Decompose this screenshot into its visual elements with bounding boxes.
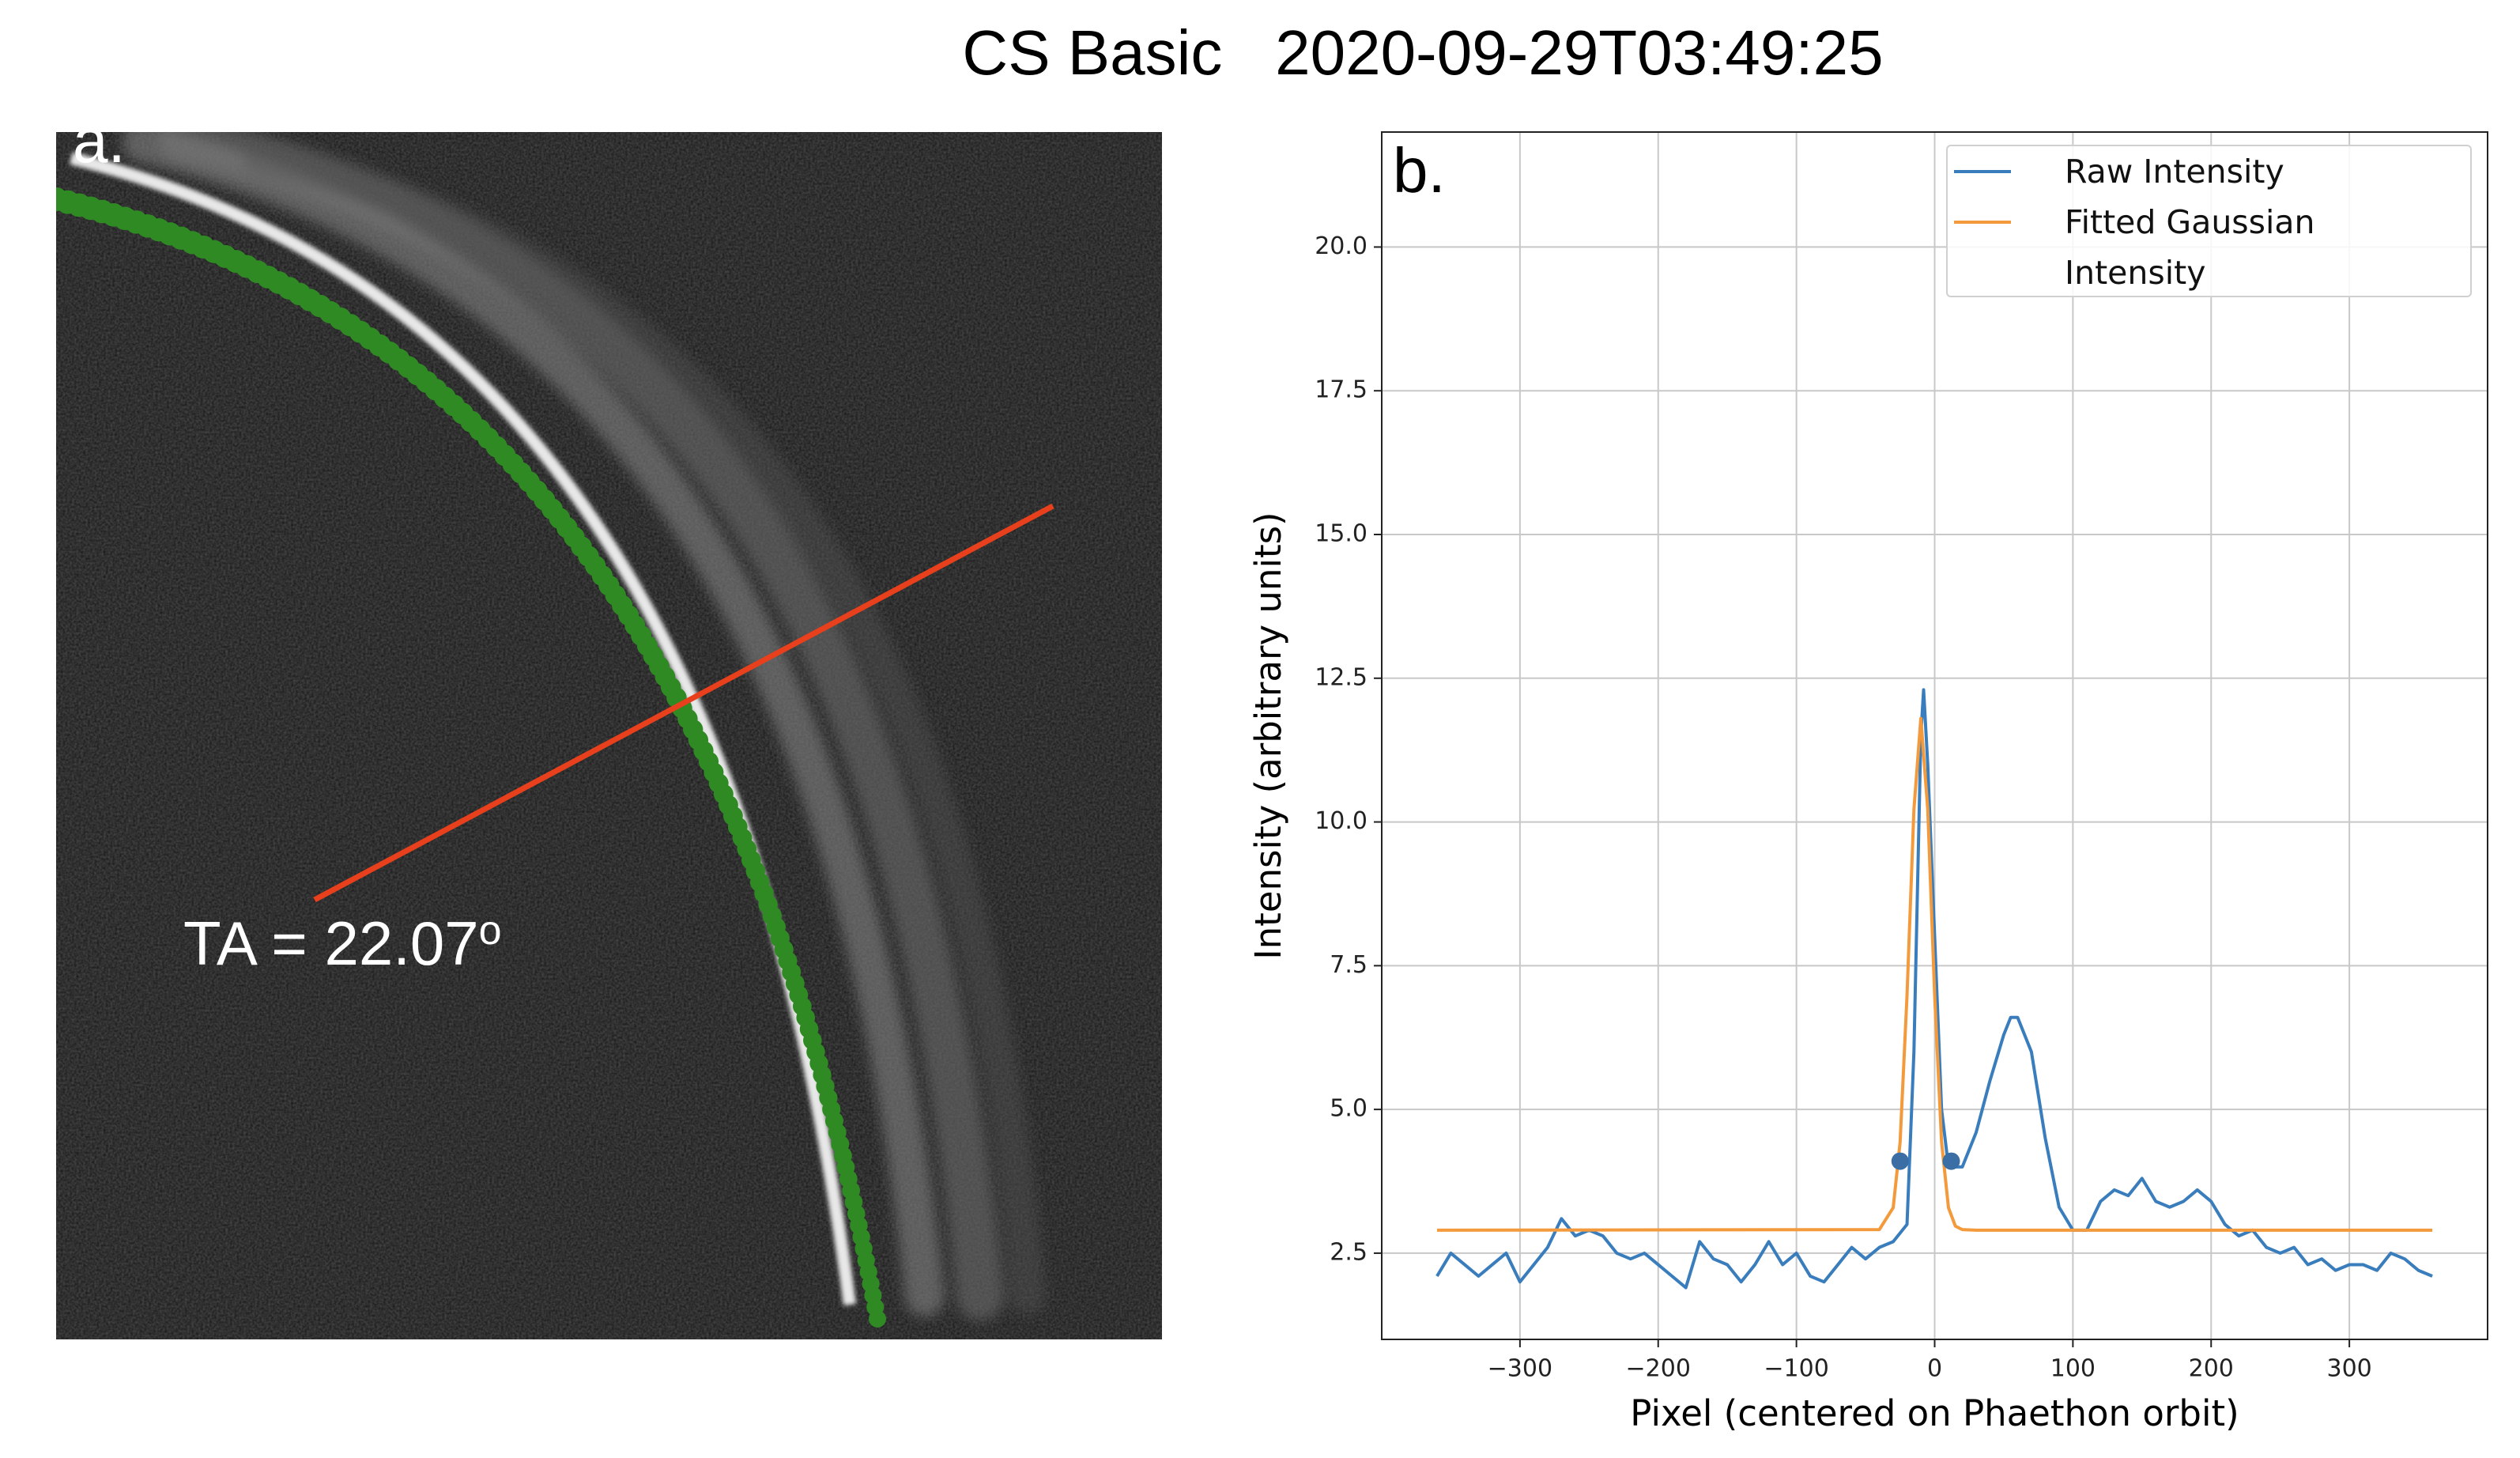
legend-entry: Raw Intensity [1948, 146, 2365, 197]
figure-title: CS Basic 2020-09-29T03:49:25 [962, 17, 1883, 88]
ta-annotation: TA = 22.07o [183, 908, 502, 978]
series-line [1436, 716, 2433, 1232]
y-tick-label: 5.0 [1330, 1095, 1368, 1123]
y-tick-label: 20.0 [1315, 232, 1368, 260]
y-tick-label: 15.0 [1315, 520, 1368, 548]
legend-swatch [1954, 170, 2011, 173]
ta-superscript: o [479, 908, 502, 954]
legend-label: Fitted Gaussian Intensity [2065, 203, 2315, 292]
legend-entry: Fitted Gaussian Intensity [1948, 197, 2365, 298]
ta-text: TA = 22.07 [183, 908, 479, 978]
plot-frame [1381, 131, 2488, 1340]
series-line [1435, 688, 2433, 1290]
marker-point [1891, 1152, 1909, 1170]
y-tick-label: 17.5 [1315, 376, 1368, 404]
x-axis-label: Pixel (centered on Phaethon orbit) [1630, 1392, 2239, 1434]
orbit-dots [56, 187, 886, 1328]
y-axis-label: Intensity (arbitrary units) [1247, 512, 1289, 959]
x-tick-label: 300 [2326, 1355, 2371, 1383]
x-tick-label: 200 [2189, 1355, 2234, 1383]
x-tick-label: 0 [1927, 1355, 1942, 1383]
x-tick-label: −300 [1488, 1355, 1552, 1383]
dust-streak [123, 132, 945, 1316]
panel-label: b. [1393, 135, 1446, 206]
orbit-dot [869, 1310, 886, 1328]
dust-streak [243, 140, 1046, 1315]
legend: Raw Intensity Fitted Gaussian Intensity [1946, 145, 2472, 297]
y-tick-label: 2.5 [1330, 1238, 1368, 1266]
panel-label: a. [73, 105, 126, 176]
panel-a-image [56, 132, 1162, 1339]
y-tick-label: 12.5 [1315, 663, 1368, 691]
x-tick-label: 100 [2050, 1355, 2096, 1383]
legend-label: Raw Intensity [2065, 153, 2284, 191]
marker-point [1942, 1152, 1960, 1170]
chart-b: −300 −200 −100 0 100 200 300 2.5 5.0 7.5 10.0 12.5 1… [1247, 131, 2488, 1434]
cross-section-line [313, 503, 1054, 903]
legend-swatch [1954, 221, 2011, 224]
x-tick-label: −200 [1626, 1355, 1691, 1383]
y-tick-label: 10.0 [1315, 807, 1368, 835]
x-tick-label: −100 [1764, 1355, 1828, 1383]
y-tick-label: 7.5 [1330, 951, 1368, 979]
